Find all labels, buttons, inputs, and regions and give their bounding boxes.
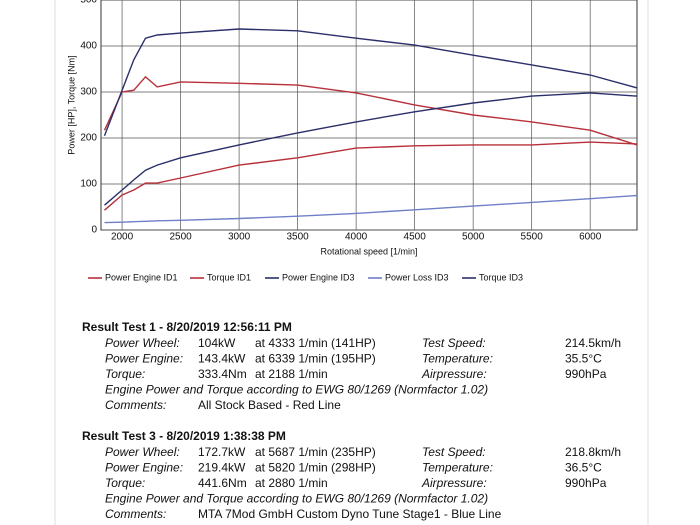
comments-label: Comments: [105,507,166,521]
y-tick-label: 200 [80,133,97,144]
result-cell: 35.5°C [565,352,602,366]
result-cell: Test Speed: [422,445,486,459]
result-cell: 219.4kW [198,461,246,475]
x-tick-label: 2500 [169,232,192,243]
legend-label: Torque ID3 [479,272,523,282]
result-cell: 143.4kW [198,352,246,366]
result-cell: 441.6Nm [198,476,247,490]
x-axis-label: Rotational speed [1/min] [320,246,417,256]
result-cell: Airpressure: [421,476,487,490]
result-cell: 990hPa [565,476,607,490]
legend-label: Power Loss ID3 [385,272,449,282]
plot-area [100,0,638,231]
series-line [104,141,638,211]
result-cell: Power Engine: [105,352,183,366]
legend-label: Torque ID1 [207,272,251,282]
result-cell: Torque: [105,476,145,490]
result-cell: 104kW [198,336,236,350]
series-line [103,75,638,146]
result-cell: Torque: [105,367,145,381]
legend-label: Power Engine ID1 [105,272,178,282]
result-title: Result Test 3 - 8/20/2019 1:38:38 PM [82,429,286,443]
result-title: Result Test 1 - 8/20/2019 12:56:11 PM [82,320,292,334]
result-cell: Temperature: [422,352,493,366]
result-cell: 990hPa [565,367,607,381]
result-cell: Temperature: [422,461,493,475]
series-line [104,92,638,206]
result-note: Engine Power and Torque according to EWG… [105,492,488,506]
x-tick-label: 5500 [521,232,544,243]
result-cell: Power Wheel: [105,336,180,350]
result-cell: at 2880 1/min [255,476,328,490]
y-tick-label: 300 [80,87,97,98]
comments-label: Comments: [105,398,166,412]
y-tick-label: 500 [80,0,97,6]
y-tick-label: 400 [80,41,97,52]
result-cell: 172.7kW [198,445,246,459]
result-cell: at 6339 1/min (195HP) [255,352,376,366]
result-cell: Power Engine: [105,461,183,475]
result-cell: 333.4Nm [198,367,247,381]
x-tick-label: 6000 [579,232,602,243]
series-line [104,194,638,224]
result-note: Engine Power and Torque according to EWG… [105,383,488,397]
legend-label: Power Engine ID3 [282,272,355,282]
x-tick-label: 4000 [345,232,368,243]
x-tick-label: 5000 [462,232,485,243]
result-cell: 36.5°C [565,461,602,475]
x-tick-label: 3500 [286,232,309,243]
chart: 0 100 200 300 400 500 2000 2500 3000 3500 4000 4500… [66,0,638,282]
result-cell: 218.8km/h [565,445,621,459]
y-tick-label: 0 [91,225,97,236]
result-cell: at 5687 1/min (235HP) [255,445,376,459]
comments: All Stock Based - Red Line [198,398,341,412]
x-tick-label: 4500 [404,232,427,243]
result-cell: Test Speed: [422,336,486,350]
result-cell: 214.5km/h [565,336,621,350]
y-axis-label: Power [HP], Torque [Nm] [66,55,76,154]
result-cell: Airpressure: [421,367,487,381]
y-tick-label: 100 [80,179,97,190]
result-cell: Power Wheel: [105,445,180,459]
results: Result Test 1 - 8/20/2019 12:56:11 PM Pow… [82,320,621,521]
x-tick-label: 2000 [111,232,134,243]
series-line [103,28,638,136]
result-cell: at 5820 1/min (298HP) [255,461,376,475]
result-cell: at 4333 1/min (141HP) [255,336,376,350]
comments: MTA 7Mod GmbH Custom Dyno Tune Stage1 - … [198,507,502,521]
result-cell: at 2188 1/min [255,367,328,381]
x-tick-label: 3000 [228,232,251,243]
